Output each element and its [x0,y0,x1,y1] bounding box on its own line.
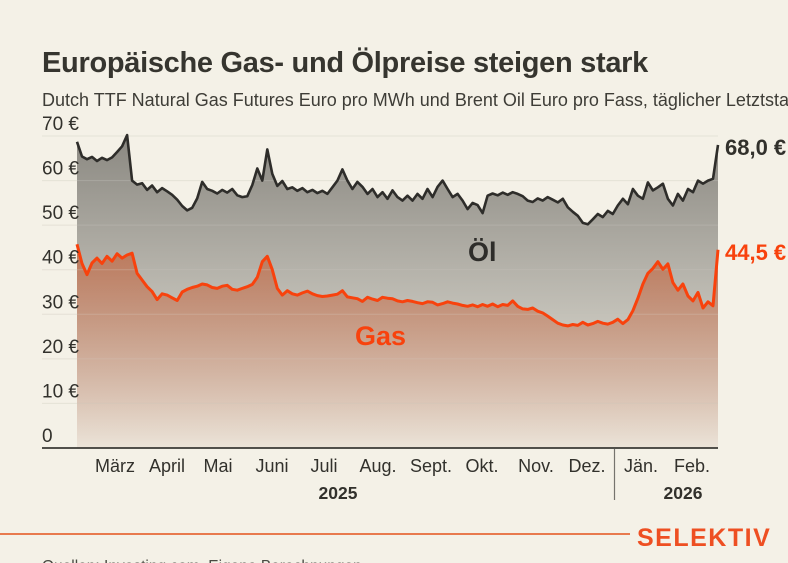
gas-line [75,243,720,328]
x-axis-labels: März April Mai Juni Juli Aug. Sept. Okt. Nov. Dez… [95,456,710,476]
y-tick-label: 70 € [42,114,79,135]
gas-end-value: 44,5 € [725,240,786,265]
selektiv-logo: SELEKTIV [637,524,772,552]
y-tick-label: 0 [42,426,53,447]
x-tick-label: Jän. [624,456,658,476]
x-tick-label: Sept. [410,456,452,476]
y-tick-label: 10 € [42,381,79,402]
footer-rule [0,533,630,535]
x-tick-label: Dez. [568,456,605,476]
source-note: Quellen: Investing.com, Eigene Berechnun… [42,558,362,563]
x-tick-label: Okt. [465,456,498,476]
x-tick-label: Nov. [518,456,554,476]
y-tick-label: 20 € [42,337,79,358]
year-label-2026: 2026 [664,483,703,503]
price-chart: 010 €20 €30 €40 €50 €60 €70 € März April M… [42,114,786,503]
year-label-2025: 2025 [319,483,358,503]
oil-end-value: 68,0 € [725,135,786,160]
gas-series-label: Gas [355,321,406,351]
oil-line [75,133,720,226]
y-tick-label: 50 € [42,203,79,224]
gridlines-overlay [42,135,718,404]
y-tick-label: 30 € [42,292,79,313]
x-tick-label: Mai [203,456,232,476]
oil-series-label: Öl [468,237,497,267]
x-tick-label: Juni [255,456,288,476]
y-axis-labels: 0 10 € 20 € 30 € 40 € 50 € 60 € 70 € [42,114,79,447]
x-tick-label: Juli [310,456,337,476]
page-title: Europäische Gas- und Ölpreise steigen st… [42,47,648,80]
page-subtitle: Dutch TTF Natural Gas Futures Euro pro M… [42,90,788,110]
x-tick-label: Aug. [359,456,396,476]
x-tick-label: März [95,456,135,476]
y-tick-label: 40 € [42,248,79,269]
y-tick-label: 60 € [42,159,79,180]
x-tick-label: Feb. [674,456,710,476]
x-tick-label: April [149,456,185,476]
gas-area-fill [77,244,718,448]
